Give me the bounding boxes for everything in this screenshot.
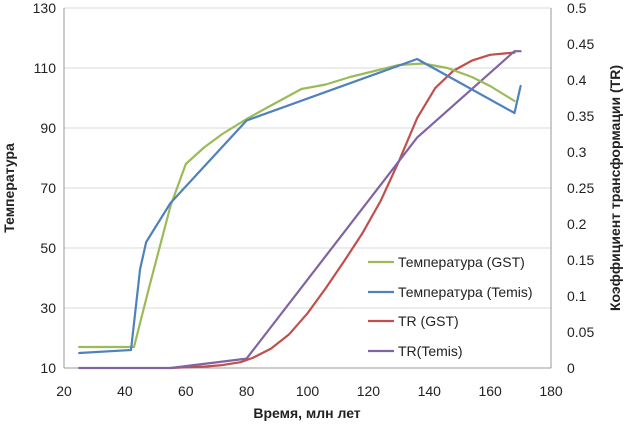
right-tick-label-4: 0.2 (567, 216, 587, 232)
legend-label-temp-gst: Температура (GST) (398, 254, 525, 270)
left-tick-label-2: 50 (40, 240, 56, 256)
x-tick-label-0: 20 (56, 383, 72, 399)
left-axis-title: Температура (1, 143, 17, 233)
right-tick-label-2: 0.1 (567, 288, 587, 304)
right-tick-label-10: 0.5 (567, 0, 587, 16)
right-tick-label-8: 0.4 (567, 72, 587, 88)
legend-label-tr-gst: TR (GST) (398, 313, 459, 329)
right-tick-label-5: 0.25 (567, 180, 594, 196)
legend: Температура (GST) Температура (Temis) TR… (368, 254, 533, 359)
right-axis-ticks: 0 0.05 0.1 0.15 0.2 0.25 0.3 0.35 0.4 0.45 0.5 (567, 0, 594, 376)
x-tick-label-8: 180 (539, 383, 563, 399)
series-line-2 (169, 51, 516, 370)
x-tick-label-3: 80 (239, 383, 255, 399)
legend-item-tr-gst: TR (GST) (368, 313, 459, 329)
series-line-3 (78, 50, 522, 370)
x-tick-label-5: 120 (357, 383, 381, 399)
x-tick-label-4: 100 (296, 383, 320, 399)
x-tick-label-2: 60 (178, 383, 194, 399)
series-line-0 (78, 62, 516, 349)
x-tick-label-7: 160 (478, 383, 502, 399)
right-tick-label-7: 0.35 (567, 108, 594, 124)
x-axis-title: Время, млн лет (253, 405, 360, 421)
right-tick-label-9: 0.45 (567, 36, 594, 52)
left-tick-label-3: 70 (40, 180, 56, 196)
left-tick-label-6: 130 (33, 0, 57, 16)
x-tick-label-1: 40 (117, 383, 133, 399)
left-tick-label-4: 90 (40, 120, 56, 136)
left-tick-label-0: 10 (40, 360, 56, 376)
left-tick-label-5: 110 (34, 60, 57, 76)
x-tick-label-6: 140 (418, 383, 442, 399)
right-tick-label-6: 0.3 (567, 144, 587, 160)
legend-label-tr-temis: TR(Temis) (398, 343, 463, 359)
right-tick-label-1: 0.05 (567, 324, 594, 340)
right-tick-label-3: 0.15 (567, 252, 594, 268)
legend-item-temp-temis: Температура (Temis) (368, 284, 533, 300)
series-line-1 (78, 57, 522, 355)
left-axis-ticks: 10 30 50 70 90 110 130 (33, 0, 57, 376)
right-axis-title: Коэффициент трансформации (TR) (607, 65, 623, 311)
legend-item-tr-temis: TR(Temis) (368, 343, 463, 359)
series-layer (78, 50, 522, 370)
legend-label-temp-temis: Температура (Temis) (398, 284, 533, 300)
right-tick-label-0: 0 (567, 360, 575, 376)
x-axis-ticks: 20 40 60 80 100 120 140 160 180 (56, 383, 563, 399)
left-tick-label-1: 30 (40, 300, 56, 316)
legend-item-temp-gst: Температура (GST) (368, 254, 525, 270)
